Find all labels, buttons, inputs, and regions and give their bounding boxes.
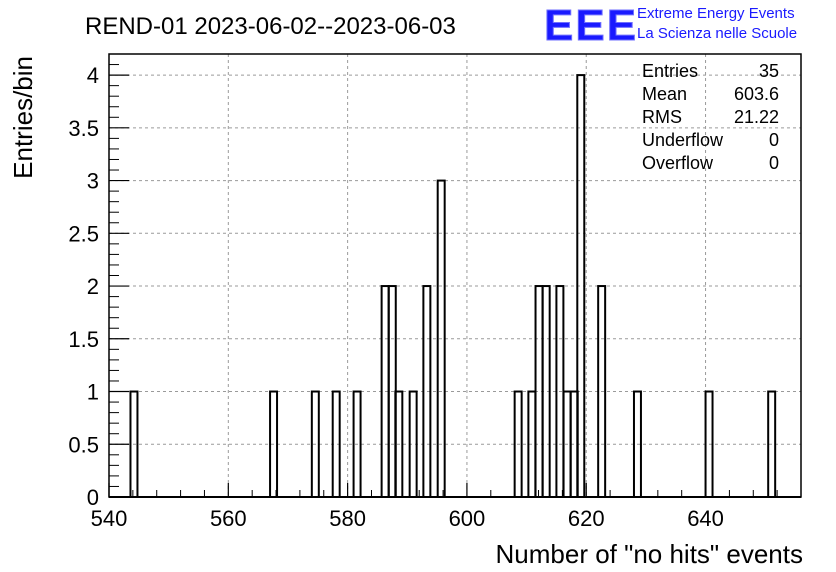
stats-overflow-label: Overflow: [642, 153, 714, 173]
y-tick-labels: 0 0.5 1 1.5 2 2.5 3 3.5 4: [68, 63, 99, 510]
y-tick-label: 2.5: [68, 221, 99, 246]
stats-rms-label: RMS: [642, 107, 682, 127]
x-tick-label: 580: [329, 506, 366, 531]
stats-box: Entries 35 Mean 603.6 RMS 21.22 Underflo…: [642, 61, 779, 173]
chart-title: REND-01 2023-06-02--2023-06-03: [85, 13, 456, 40]
y-tick-label: 2: [87, 274, 99, 299]
axis-ticks: [108, 53, 802, 498]
y-tick-label: 1.5: [68, 327, 99, 352]
x-tick-labels: 540 560 580 600 620 640: [91, 506, 724, 531]
eee-logo: EEE Extreme Energy Events La Scienza nel…: [544, 1, 798, 51]
y-tick-label: 0: [87, 485, 99, 510]
stats-rms-value: 21.22: [734, 107, 779, 127]
stats-underflow-value: 0: [769, 130, 779, 150]
logo-line-1: Extreme Energy Events: [637, 5, 795, 22]
stats-entries-value: 35: [759, 61, 779, 81]
stats-overflow-value: 0: [769, 153, 779, 173]
x-tick-label: 640: [687, 506, 724, 531]
y-tick-label: 0.5: [68, 432, 99, 457]
y-tick-label: 4: [87, 63, 99, 88]
logo-line-2: La Scienza nelle Scuole: [637, 25, 797, 42]
x-tick-label: 600: [449, 506, 486, 531]
stats-underflow-label: Underflow: [642, 130, 724, 150]
x-tick-label: 540: [91, 506, 128, 531]
y-axis-label: Entries/bin: [8, 56, 38, 179]
x-tick-label: 620: [568, 506, 605, 531]
x-tick-label: 560: [210, 506, 247, 531]
y-tick-label: 3.5: [68, 116, 99, 141]
stats-mean-label: Mean: [642, 84, 687, 104]
y-tick-label: 3: [87, 169, 99, 194]
eee-logo-mark: EEE: [544, 1, 638, 50]
x-axis-label: Number of "no hits" events: [496, 539, 804, 569]
y-tick-label: 1: [87, 380, 99, 405]
stats-entries-label: Entries: [642, 61, 698, 81]
stats-mean-value: 603.6: [734, 84, 779, 104]
